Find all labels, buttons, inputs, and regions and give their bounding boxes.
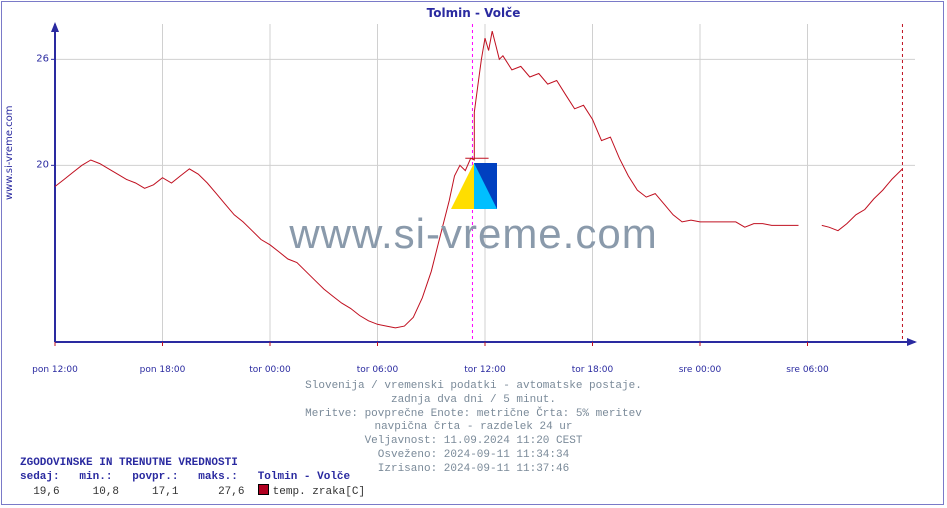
x-tick-label: pon 18:00	[140, 365, 186, 375]
caption-line: Veljavnost: 11.09.2024 11:20 CEST	[0, 435, 947, 449]
legend-series-label: temp. zraka[C]	[273, 486, 365, 498]
x-tick-label: sre 06:00	[786, 365, 829, 375]
plot-area: pon 12:00pon 18:00tor 00:00tor 06:00tor …	[45, 22, 925, 362]
chart-title: Tolmin - Volče	[0, 6, 947, 20]
x-tick-label: tor 18:00	[572, 365, 614, 375]
side-watermark: www.si-vreme.com	[4, 105, 15, 200]
footer-title: ZGODOVINSKE IN TRENUTNE VREDNOSTI	[20, 457, 365, 471]
x-tick-label: pon 12:00	[32, 365, 78, 375]
footer-header-row: sedaj: min.: povpr.: maks.: Tolmin - Vol…	[20, 471, 365, 485]
caption-line: Meritve: povprečne Enote: metrične Črta:…	[0, 408, 947, 422]
y-tick-label: 20	[36, 160, 49, 171]
footer-value-row: 19,6 10,8 17,1 27,6 temp. zraka[C]	[20, 484, 365, 500]
caption-line: navpična črta - razdelek 24 ur	[0, 421, 947, 435]
caption-line: Slovenija / vremenski podatki - avtomats…	[0, 380, 947, 394]
legend-swatch-icon	[258, 484, 269, 495]
y-tick-label: 26	[36, 54, 49, 65]
footer-stats: ZGODOVINSKE IN TRENUTNE VREDNOSTI sedaj:…	[20, 457, 365, 500]
x-tick-label: sre 00:00	[679, 365, 722, 375]
x-tick-label: tor 12:00	[464, 365, 506, 375]
x-tick-label: tor 00:00	[249, 365, 291, 375]
x-tick-label: tor 06:00	[357, 365, 399, 375]
caption-line: zadnja dva dni / 5 minut.	[0, 394, 947, 408]
